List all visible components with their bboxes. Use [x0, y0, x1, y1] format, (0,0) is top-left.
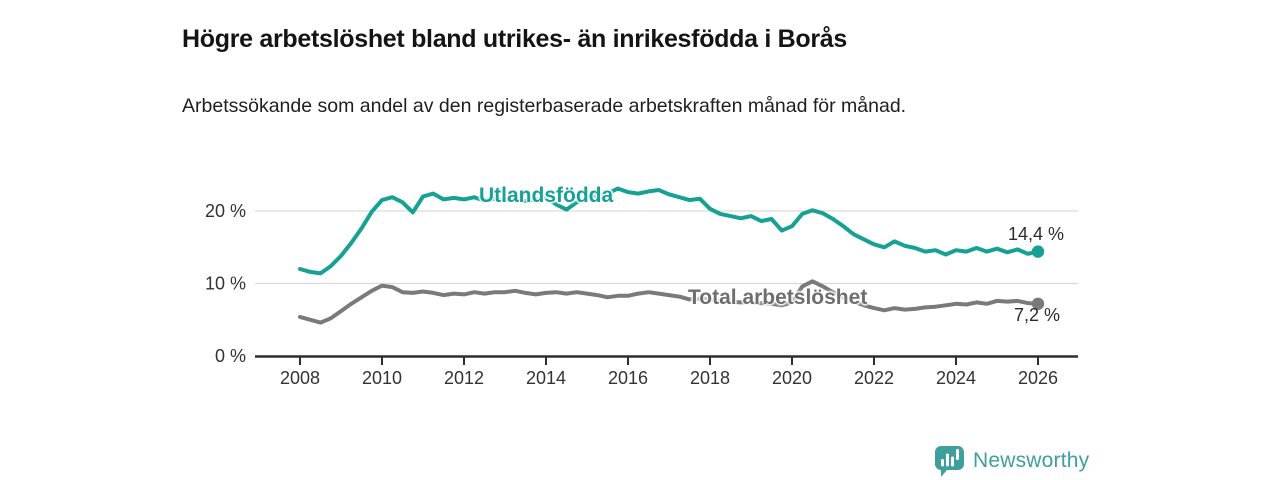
x-tick-label: 2024 [936, 368, 976, 388]
series-label-total-arbetsloshet: Total arbetslöshet [688, 286, 868, 309]
x-tick-label: 2008 [280, 368, 320, 388]
newsworthy-logo: Newsworthy [934, 444, 1089, 478]
y-tick-label: 0 % [215, 346, 246, 366]
x-tick-label: 2010 [362, 368, 402, 388]
newsworthy-wordmark: Newsworthy [973, 449, 1090, 472]
y-tick-label: 10 % [205, 274, 246, 294]
series-end-dot-total [1031, 297, 1045, 310]
series-line-total [298, 279, 1040, 325]
x-tick-label: 2026 [1018, 368, 1058, 388]
y-tick-label: 20 % [205, 201, 246, 221]
series-end-dot-utlandsfodda [1031, 245, 1045, 258]
end-value-utlandsfodda: 14,4 % [1008, 224, 1065, 244]
x-tick-label: 2016 [608, 368, 648, 388]
series-line-utlandsfodda [298, 186, 1040, 276]
newsworthy-bubble-chart-icon [935, 446, 964, 477]
x-tick-label: 2020 [772, 368, 812, 388]
end-value-total: 7,2 % [1014, 305, 1061, 325]
x-tick-label: 2018 [690, 368, 730, 388]
x-tick-label: 2012 [444, 368, 484, 388]
chart-subtitle: Arbetssökande som andel av den registerb… [182, 94, 907, 117]
series-label-utlandsfodda: Utlandsfödda [479, 184, 614, 207]
x-tick-label: 2022 [854, 368, 894, 388]
page-title: Högre arbetslöshet bland utrikes- än inr… [182, 24, 848, 53]
x-tick-label: 2014 [526, 368, 566, 388]
